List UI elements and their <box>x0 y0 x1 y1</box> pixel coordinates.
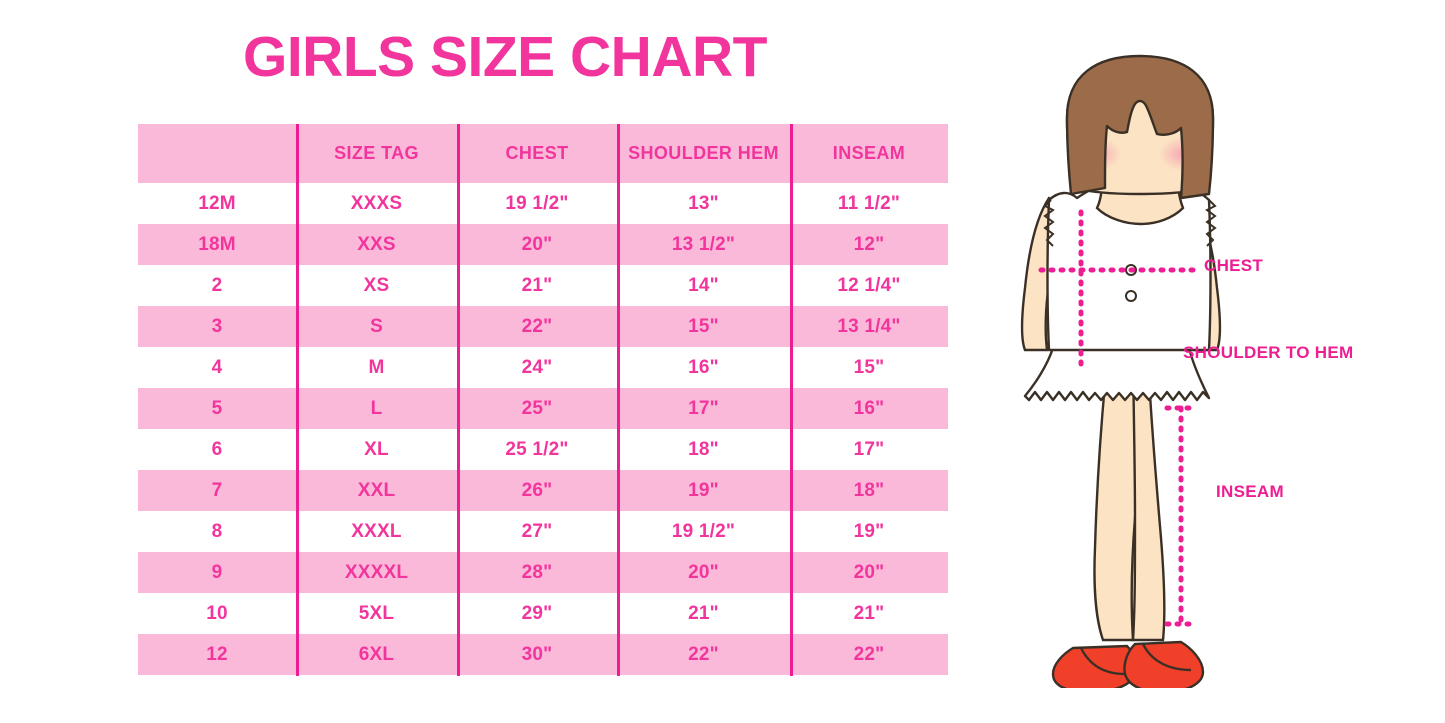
cell-size: 2 <box>138 265 296 306</box>
cell-size-tag: XXXXL <box>296 552 457 593</box>
cell-size: 12M <box>138 183 296 224</box>
cell-chest: 26" <box>457 470 617 511</box>
cell-inseam: 12 1/4" <box>790 265 948 306</box>
table-row: 6 XL 25 1/2" 18" 17" <box>138 429 948 470</box>
cell-chest: 25 1/2" <box>457 429 617 470</box>
cell-shoulder-hem: 20" <box>617 552 790 593</box>
table-row: 12 6XL 30" 22" 22" <box>138 634 948 675</box>
column-header-size <box>138 124 296 183</box>
cell-inseam: 22" <box>790 634 948 675</box>
hair <box>1065 54 1215 200</box>
cell-size-tag: 6XL <box>296 634 457 675</box>
table-row: 9 XXXXL 28" 20" 20" <box>138 552 948 593</box>
cell-size-tag: XXS <box>296 224 457 265</box>
inseam-guide <box>1164 405 1200 627</box>
column-header-chest: CHEST <box>457 124 617 183</box>
cell-size-tag: XXL <box>296 470 457 511</box>
table-row: 4 M 24" 16" 15" <box>138 347 948 388</box>
column-divider-2 <box>457 124 460 676</box>
cell-shoulder-hem: 17" <box>617 388 790 429</box>
cell-chest: 19 1/2" <box>457 183 617 224</box>
table-row: 8 XXXL 27" 19 1/2" 19" <box>138 511 948 552</box>
cell-inseam: 11 1/2" <box>790 183 948 224</box>
cell-size-tag: 5XL <box>296 593 457 634</box>
cell-size-tag: XS <box>296 265 457 306</box>
table-header-row: SIZE TAG CHEST SHOULDER HEM INSEAM <box>138 124 948 183</box>
cell-shoulder-hem: 13 1/2" <box>617 224 790 265</box>
cell-size-tag: XXXL <box>296 511 457 552</box>
table-body: 12M XXXS 19 1/2" 13" 11 1/2" 18M XXS 20" 13 1/2"… <box>138 183 948 675</box>
cell-shoulder-hem: 22" <box>617 634 790 675</box>
cell-inseam: 16" <box>790 388 948 429</box>
table-row: 5 L 25" 17" 16" <box>138 388 948 429</box>
cell-chest: 20" <box>457 224 617 265</box>
shoes <box>1051 640 1205 688</box>
page-title: GIRLS SIZE CHART <box>242 25 768 89</box>
skirt <box>1023 346 1211 402</box>
column-header-shoulder-hem: SHOULDER HEM <box>617 124 790 183</box>
cell-shoulder-hem: 14" <box>617 265 790 306</box>
cell-size: 3 <box>138 306 296 347</box>
cell-inseam: 13 1/4" <box>790 306 948 347</box>
annotation-shoulder-to-hem: SHOULDER TO HEM <box>1183 343 1354 362</box>
cell-size-tag: XL <box>296 429 457 470</box>
cell-inseam: 12" <box>790 224 948 265</box>
cell-shoulder-hem: 21" <box>617 593 790 634</box>
cell-size-tag: XXXS <box>296 183 457 224</box>
table-row: 10 5XL 29" 21" 21" <box>138 593 948 634</box>
cell-inseam: 18" <box>790 470 948 511</box>
girl-figure-illustration <box>985 48 1285 688</box>
table-row: 18M XXS 20" 13 1/2" 12" <box>138 224 948 265</box>
cell-shoulder-hem: 15" <box>617 306 790 347</box>
table-row: 3 S 22" 15" 13 1/4" <box>138 306 948 347</box>
size-chart-table: SIZE TAG CHEST SHOULDER HEM INSEAM 12M XX… <box>138 124 948 675</box>
cell-size: 7 <box>138 470 296 511</box>
column-divider-3 <box>617 124 620 676</box>
annotation-inseam: INSEAM <box>1216 482 1284 501</box>
cell-chest: 24" <box>457 347 617 388</box>
cell-chest: 29" <box>457 593 617 634</box>
cell-chest: 28" <box>457 552 617 593</box>
cell-chest: 22" <box>457 306 617 347</box>
cell-size-tag: M <box>296 347 457 388</box>
cell-size: 18M <box>138 224 296 265</box>
column-divider-4 <box>790 124 793 676</box>
cell-size: 8 <box>138 511 296 552</box>
cell-chest: 25" <box>457 388 617 429</box>
cell-size-tag: L <box>296 388 457 429</box>
column-header-inseam: INSEAM <box>790 124 948 183</box>
cell-size-tag: S <box>296 306 457 347</box>
cell-size: 9 <box>138 552 296 593</box>
measurement-guides <box>1038 209 1200 627</box>
cell-inseam: 21" <box>790 593 948 634</box>
cell-shoulder-hem: 18" <box>617 429 790 470</box>
column-header-size-tag: SIZE TAG <box>296 124 457 183</box>
cell-size: 12 <box>138 634 296 675</box>
cell-inseam: 17" <box>790 429 948 470</box>
cell-inseam: 15" <box>790 347 948 388</box>
cell-inseam: 20" <box>790 552 948 593</box>
cell-size: 5 <box>138 388 296 429</box>
table-row: 2 XS 21" 14" 12 1/4" <box>138 265 948 306</box>
table-row: 7 XXL 26" 19" 18" <box>138 470 948 511</box>
cell-chest: 27" <box>457 511 617 552</box>
cell-shoulder-hem: 13" <box>617 183 790 224</box>
cell-shoulder-hem: 19" <box>617 470 790 511</box>
column-divider-1 <box>296 124 299 676</box>
cell-chest: 30" <box>457 634 617 675</box>
cell-chest: 21" <box>457 265 617 306</box>
cell-shoulder-hem: 16" <box>617 347 790 388</box>
table-row: 12M XXXS 19 1/2" 13" 11 1/2" <box>138 183 948 224</box>
cell-size: 6 <box>138 429 296 470</box>
cell-size: 4 <box>138 347 296 388</box>
cell-inseam: 19" <box>790 511 948 552</box>
cell-shoulder-hem: 19 1/2" <box>617 511 790 552</box>
cell-size: 10 <box>138 593 296 634</box>
annotation-chest: CHEST <box>1204 256 1264 275</box>
legs <box>1093 331 1166 642</box>
